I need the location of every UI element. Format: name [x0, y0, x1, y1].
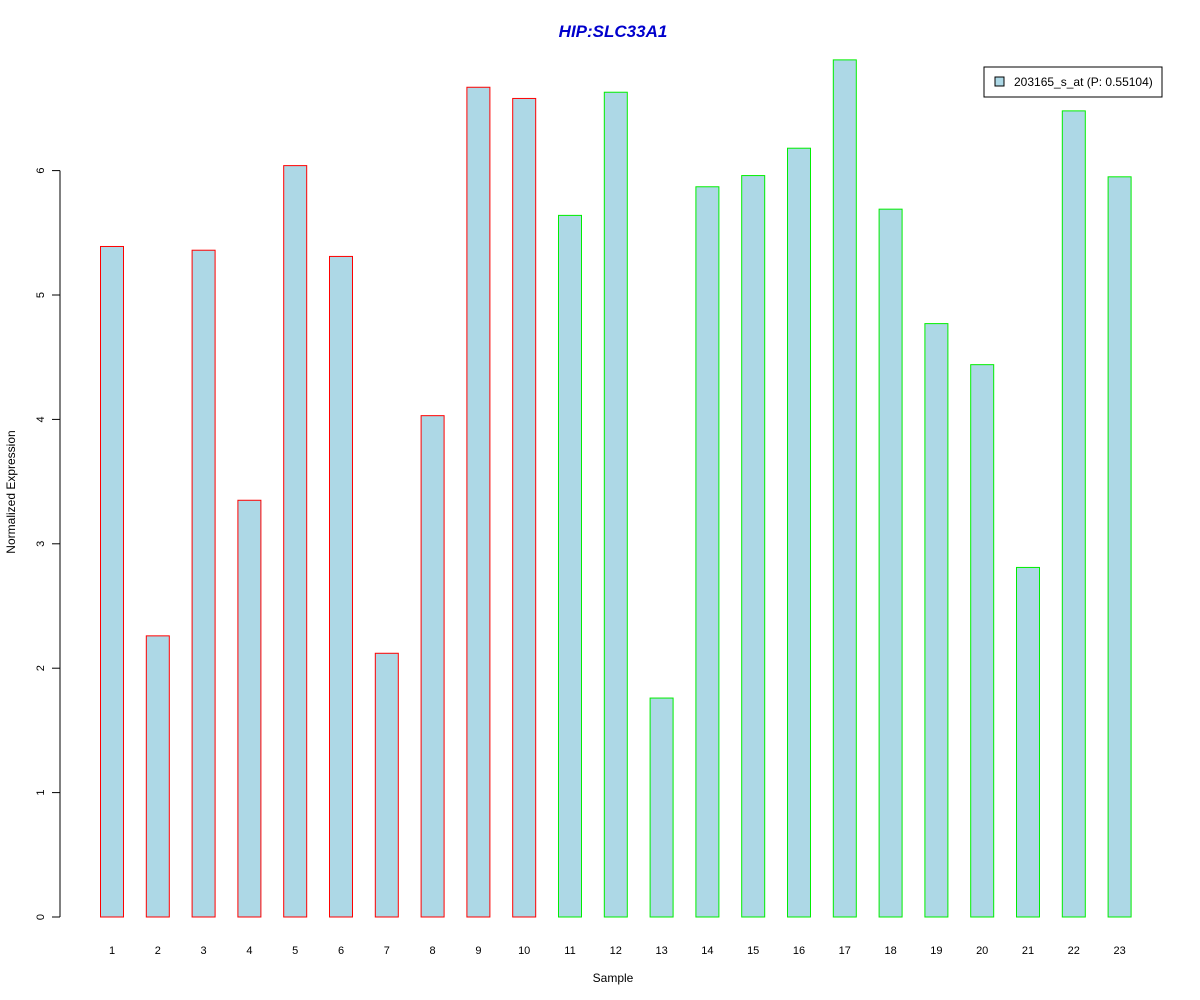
bar-sample-18: [878, 208, 903, 918]
x-tick-label: 8: [430, 945, 436, 957]
x-tick-label: 2: [155, 945, 161, 957]
y-tick-label: 5: [35, 292, 47, 298]
y-tick-label: 6: [35, 168, 47, 174]
bar-sample-4: [237, 499, 262, 918]
y-tick-label: 1: [35, 790, 47, 796]
bar-sample-2: [145, 635, 170, 918]
x-tick-label: 4: [246, 945, 252, 957]
bar-sample-13: [649, 697, 674, 918]
x-tick-label: 12: [610, 945, 622, 957]
x-tick-label: 15: [747, 945, 759, 957]
x-tick-label: 10: [518, 945, 530, 957]
bar-sample-22: [1061, 110, 1086, 918]
x-tick-label: 7: [384, 945, 390, 957]
x-tick-label: 5: [292, 945, 298, 957]
bar-sample-23: [1107, 176, 1132, 918]
x-tick-label: 20: [976, 945, 988, 957]
x-tick-label: 11: [564, 945, 575, 957]
bar-sample-15: [741, 175, 766, 918]
bar-sample-7: [374, 652, 399, 918]
bar-sample-12: [603, 91, 628, 918]
bar-sample-14: [695, 186, 720, 918]
y-axis-label: Normalized Expression: [4, 430, 18, 553]
bar-sample-1: [100, 245, 124, 918]
chart-title: HIP:SLC33A1: [559, 22, 668, 41]
legend-box: [983, 66, 1163, 98]
bar-sample-3: [191, 249, 216, 918]
x-tick-label: 13: [655, 945, 667, 957]
x-tick-label: 22: [1068, 945, 1080, 957]
legend-swatch: [994, 76, 1005, 87]
x-tick-label: 1: [109, 945, 115, 957]
bar-sample-6: [329, 255, 353, 918]
bar-sample-20: [970, 364, 995, 918]
y-axis: 0 1 2 3 4 5 6: [35, 168, 61, 920]
x-tick-label: 18: [884, 945, 896, 957]
bar-sample-5: [283, 165, 308, 918]
x-tick-label: 3: [201, 945, 207, 957]
y-tick-label: 3: [35, 541, 47, 547]
bar-sample-8: [420, 415, 445, 918]
bar-sample-16: [787, 147, 811, 918]
bar-sample-21: [1016, 566, 1040, 918]
x-tick-label: 19: [930, 945, 942, 957]
x-tick-label: 17: [839, 945, 851, 957]
bars-group: [100, 59, 1132, 918]
x-tick-label: 9: [475, 945, 481, 957]
bar-sample-10: [512, 97, 537, 918]
x-tick-label: 14: [701, 945, 713, 957]
x-axis-label: Sample: [593, 971, 634, 985]
bar-sample-19: [924, 323, 949, 918]
y-tick-label: 2: [35, 665, 47, 671]
x-tick-labels: 1 2 3 4 5 6 7 8 9 10 11 12 13 14 15 16 17 18 19 20 21 22 23: [109, 945, 1126, 957]
x-tick-label: 16: [793, 945, 805, 957]
x-tick-label: 21: [1022, 945, 1034, 957]
legend: 203165_s_at (P: 0.55104): [983, 66, 1163, 98]
x-tick-label: 23: [1113, 945, 1125, 957]
bar-sample-11: [558, 214, 582, 918]
x-tick-label: 6: [338, 945, 344, 957]
legend-series-label: 203165_s_at (P: 0.55104): [1014, 75, 1153, 89]
bar-sample-9: [466, 86, 491, 918]
y-tick-label: 0: [35, 914, 47, 920]
bar-sample-17: [832, 59, 857, 918]
y-tick-label: 4: [35, 416, 47, 422]
